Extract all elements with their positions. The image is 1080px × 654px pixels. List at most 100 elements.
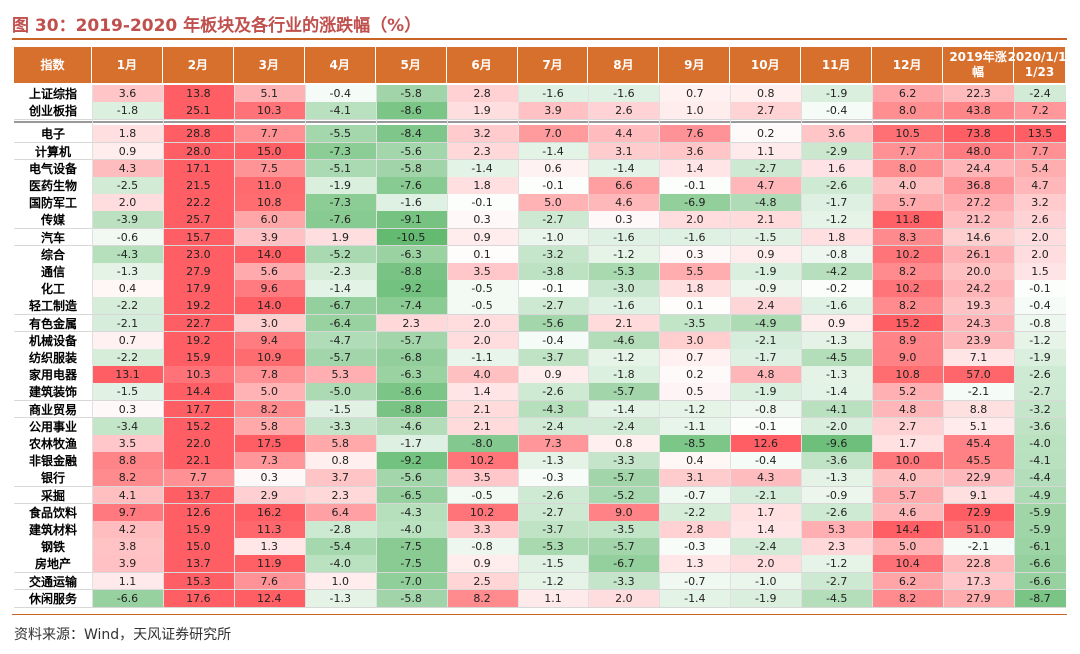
table-cell: 36.8 [943, 177, 1014, 195]
table-cell: -4.5 [801, 589, 873, 607]
column-header: 2019年涨幅 [943, 47, 1013, 83]
table-cell: 17.5 [233, 435, 305, 453]
table-cell: -5.8 [375, 589, 447, 607]
table-cell: -1.9 [730, 263, 802, 281]
table-cell: 2.5 [446, 572, 518, 590]
table-cell: 4.2 [92, 521, 163, 539]
table-cell: 28.0 [162, 142, 234, 160]
table-cell: -0.8 [730, 400, 802, 418]
table-cell: -2.1 [730, 331, 802, 349]
table-cell: -0.4 [730, 452, 802, 470]
table-cell: 12.6 [730, 435, 802, 453]
table-cell: -2.1 [92, 314, 163, 332]
table-cell: -4.2 [801, 263, 873, 281]
table-cell: 3.5 [446, 469, 518, 487]
table-cell: 11.9 [233, 555, 305, 573]
row-label: 有色金属 [14, 314, 92, 332]
table-cell: -1.6 [588, 85, 660, 103]
table-cell: -6.7 [304, 297, 376, 315]
table-cell: 2.0 [446, 314, 518, 332]
table-cell: 0.5 [659, 383, 731, 401]
column-header: 9月 [659, 47, 730, 83]
table-cell: -6.5 [375, 486, 447, 504]
row-label: 综合 [14, 245, 92, 263]
column-header: 2020/1/1-1/23 [1008, 47, 1071, 83]
table-cell: 1.8 [801, 228, 873, 246]
table-cell: -5.7 [375, 331, 447, 349]
table-cell: -5.9 [1014, 503, 1066, 521]
table-cell: -0.5 [446, 297, 518, 315]
table-cell: -2.6 [517, 383, 589, 401]
row-label: 休闲服务 [14, 589, 92, 607]
table-cell: 11.3 [233, 521, 305, 539]
table-cell: 5.1 [943, 417, 1014, 435]
table-cell: -1.6 [588, 228, 660, 246]
table-cell: 4.3 [92, 159, 163, 177]
column-divider [1014, 85, 1015, 607]
table-cell: -2.7 [517, 211, 589, 229]
table-cell: -2.4 [517, 417, 589, 435]
table-cell: -2.4 [1014, 85, 1066, 103]
table-cell: 15.0 [233, 142, 305, 160]
table-cell: 3.6 [801, 125, 873, 143]
table-cell: 0.6 [517, 159, 589, 177]
table-cell: 15.9 [162, 521, 234, 539]
table-cell: 10.0 [872, 452, 944, 470]
table-cell: 22.9 [943, 469, 1014, 487]
table-cell: 4.1 [92, 486, 163, 504]
table-cell: -5.6 [375, 469, 447, 487]
table-cell: 5.7 [872, 194, 944, 212]
table-cell: 6.0 [233, 211, 305, 229]
table-cell: 5.0 [233, 383, 305, 401]
table-cell: 3.6 [659, 142, 731, 160]
table-cell: 0.9 [92, 142, 163, 160]
table-cell: 1.1 [730, 142, 802, 160]
table-cell: 10.2 [446, 503, 518, 521]
table-cell: -2.4 [730, 538, 802, 556]
column-header: 7月 [517, 47, 588, 83]
table-cell: 0.3 [588, 211, 660, 229]
table-cell: -3.6 [801, 452, 873, 470]
table-cell: 2.4 [730, 297, 802, 315]
table-cell: 7.2 [1014, 102, 1066, 120]
table-cell: -3.2 [517, 245, 589, 263]
table-cell: 3.1 [588, 142, 660, 160]
table-cell: 1.7 [872, 435, 944, 453]
table-cell: 17.3 [943, 572, 1014, 590]
table-cell: 8.2 [92, 469, 163, 487]
row-label: 建筑材料 [14, 521, 92, 539]
table-cell: -2.6 [1014, 366, 1066, 384]
table-cell: -1.8 [588, 366, 660, 384]
table-cell: -1.7 [801, 194, 873, 212]
table-cell: 15.7 [162, 228, 234, 246]
table-cell: -0.5 [446, 280, 518, 298]
table-cell: 1.1 [517, 589, 589, 607]
table-cell: -0.4 [801, 102, 873, 120]
table-cell: -4.3 [92, 245, 163, 263]
table-cell: -7.3 [304, 142, 376, 160]
table-cell: -1.6 [588, 297, 660, 315]
table-cell: 5.7 [872, 486, 944, 504]
table-cell: 6.4 [304, 503, 376, 521]
table-cell: -4.6 [375, 417, 447, 435]
table-cell: -1.9 [801, 85, 873, 103]
table-cell: -1.2 [517, 572, 589, 590]
title-rule [12, 38, 1067, 40]
table-cell: 1.3 [659, 555, 731, 573]
table-cell: -2.5 [92, 177, 163, 195]
table-cell: 23.9 [943, 331, 1014, 349]
table-cell: 22.7 [162, 314, 234, 332]
table-cell: -2.7 [801, 572, 873, 590]
table-cell: 21.5 [162, 177, 234, 195]
table-cell: 4.0 [872, 177, 944, 195]
table-cell: 4.3 [730, 469, 802, 487]
column-divider [659, 85, 661, 607]
table-cell: -4.8 [730, 194, 802, 212]
table-cell: 0.9 [446, 228, 518, 246]
table-cell: -2.6 [801, 503, 873, 521]
table-cell: -3.3 [304, 417, 376, 435]
table-cell: 0.3 [659, 245, 731, 263]
table-cell: 10.3 [162, 366, 234, 384]
table-cell: -0.6 [92, 228, 163, 246]
table-cell: 7.0 [517, 125, 589, 143]
